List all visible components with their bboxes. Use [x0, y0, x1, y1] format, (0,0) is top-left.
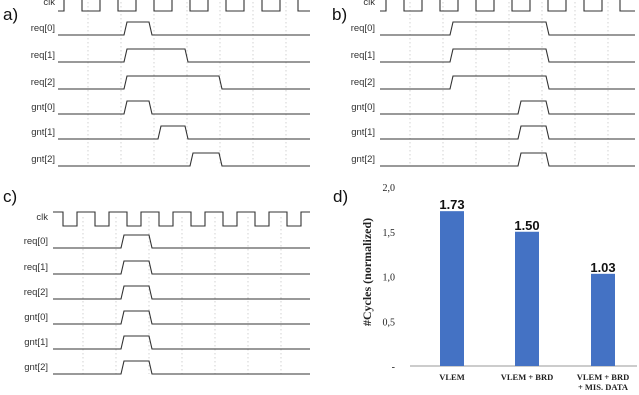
bar-3	[591, 273, 615, 366]
signal-label: req[2]	[351, 77, 375, 88]
category-label: VLEM + BRD + MIS. DATA	[577, 372, 630, 392]
waveform-req0	[58, 21, 310, 36]
bar-chart: d) #Cycles (normalized) - 0,5 1,0 1,5 2,0 1.…	[333, 183, 637, 392]
signal-label: req[0]	[24, 236, 48, 247]
bar-1	[440, 211, 464, 366]
waveform-req1	[58, 48, 310, 63]
signal-label: clk	[363, 0, 375, 8]
panel-label-c: c)	[3, 187, 17, 206]
category-label: VLEM + BRD	[501, 372, 554, 382]
timing-diagram-c: c) clk req[0] req[1] req[2] gnt[0] gnt[1] gnt[…	[3, 187, 310, 375]
waveform-gnt0	[58, 100, 310, 115]
y-tick-label: 0,5	[383, 317, 396, 328]
signal-label: req[0]	[351, 23, 375, 34]
waveform-req0	[53, 234, 310, 249]
signal-label: gnt[0]	[31, 102, 55, 113]
y-axis-label: #Cycles (normalized)	[360, 218, 374, 326]
waveform-req2	[53, 285, 310, 300]
waveform-gnt1	[380, 125, 635, 140]
signal-label: req[2]	[31, 77, 55, 88]
waveform-clk	[380, 0, 635, 12]
waveform-clk	[53, 211, 310, 227]
signal-label: req[1]	[351, 50, 375, 61]
signal-label: clk	[43, 0, 55, 8]
timing-diagram-b: b) clk req[0] req[1] req[2] gnt[0] gnt[1] gnt[…	[332, 0, 635, 167]
bar-2	[515, 231, 539, 366]
waveform-gnt2	[58, 152, 310, 167]
panel-label-b: b)	[332, 5, 347, 24]
y-tick-label: 1,0	[383, 273, 396, 284]
data-label: 1.03	[590, 260, 615, 275]
panel-label-d: d)	[333, 187, 348, 206]
waveform-req1	[380, 48, 635, 63]
y-tick-label: 2,0	[383, 183, 396, 194]
signal-label: req[0]	[31, 23, 55, 34]
waveform-gnt1	[58, 125, 310, 140]
waveform-gnt0	[53, 310, 310, 325]
y-tick-label: 1,5	[383, 228, 396, 239]
waveform-gnt0	[380, 100, 635, 115]
signal-label: req[1]	[31, 50, 55, 61]
timing-diagram-a: a) clk req[0] req[1] req[2] gnt[0] gnt[1] gnt[…	[3, 0, 310, 167]
category-label: VLEM	[439, 372, 465, 382]
waveform-gnt2	[53, 360, 310, 375]
waveform-clk	[58, 0, 310, 12]
waveform-req2	[380, 75, 635, 90]
data-label: 1.50	[514, 218, 539, 233]
waveform-req1	[53, 260, 310, 275]
signal-label: gnt[0]	[351, 102, 375, 113]
panel-label-a: a)	[3, 5, 18, 24]
signal-label: gnt[1]	[351, 127, 375, 138]
waveform-req0	[380, 21, 635, 36]
y-tick-label: -	[392, 362, 395, 373]
data-label: 1.73	[439, 197, 464, 212]
signal-label: clk	[36, 212, 48, 223]
signal-label: req[2]	[24, 287, 48, 298]
waveform-gnt1	[53, 335, 310, 350]
signal-label: gnt[2]	[31, 154, 55, 165]
signal-label: gnt[1]	[24, 337, 48, 348]
signal-label: gnt[2]	[24, 362, 48, 373]
waveform-req2	[58, 75, 310, 90]
signal-label: gnt[2]	[351, 154, 375, 165]
waveform-gnt2	[380, 152, 635, 167]
signal-label: gnt[1]	[31, 127, 55, 138]
signal-label: gnt[0]	[24, 312, 48, 323]
signal-label: req[1]	[24, 262, 48, 273]
